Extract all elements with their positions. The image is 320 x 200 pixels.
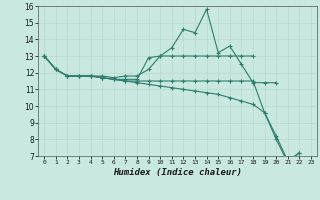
X-axis label: Humidex (Indice chaleur): Humidex (Indice chaleur) <box>113 168 242 177</box>
